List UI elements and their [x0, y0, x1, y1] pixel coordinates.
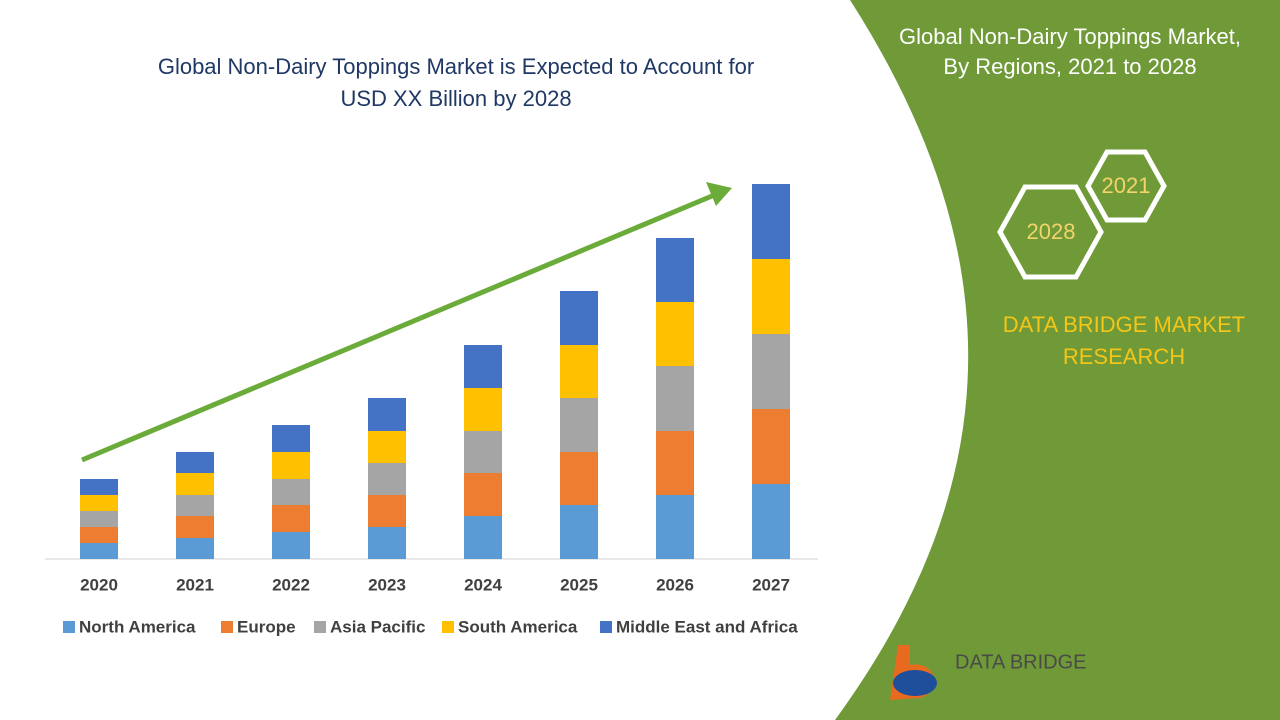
legend-label: Asia Pacific [330, 617, 425, 636]
legend-label: Middle East and Africa [616, 617, 798, 636]
x-tick-label: 2025 [560, 575, 598, 594]
bar-segment [368, 495, 406, 527]
bar-segment [560, 398, 598, 452]
legend-swatch [442, 621, 454, 633]
legend-swatch [600, 621, 612, 633]
legend-swatch [221, 621, 233, 633]
bar-segment [176, 495, 214, 516]
bar-segment [272, 425, 310, 452]
bar-segment [464, 473, 502, 516]
bar-segment [656, 238, 694, 302]
bar-segment [80, 543, 118, 559]
x-tick-label: 2022 [272, 575, 310, 594]
trend-arrow [81, 193, 713, 463]
bar-segment [656, 431, 694, 495]
hexagon-label: 2028 [1027, 219, 1076, 244]
legend-swatch [63, 621, 75, 633]
bar-segment [80, 495, 118, 511]
bar-segment [560, 452, 598, 505]
panel-title: By Regions, 2021 to 2028 [943, 54, 1196, 79]
bar-segment [752, 334, 790, 409]
bar-segment [272, 532, 310, 559]
hexagon-label: 2021 [1102, 173, 1151, 198]
logo-icon [893, 670, 937, 696]
hexagon [997, 184, 1104, 280]
bar-segment [176, 516, 214, 538]
bar-segment [464, 516, 502, 559]
x-tick-label: 2021 [176, 575, 214, 594]
chart-title: USD XX Billion by 2028 [340, 86, 571, 111]
bar-segment [80, 527, 118, 543]
bar-segment [464, 388, 502, 431]
logo-text: DATA BRIDGE [955, 651, 1087, 673]
legend-label: South America [458, 617, 578, 636]
bar-segment [560, 505, 598, 559]
bar-segment [656, 366, 694, 431]
bar-segment [272, 479, 310, 505]
x-tick-label: 2023 [368, 575, 406, 594]
bar-segment [752, 184, 790, 259]
x-tick-label: 2020 [80, 575, 118, 594]
bar-segment [368, 398, 406, 431]
bar-segment [80, 479, 118, 495]
legend-swatch [314, 621, 326, 633]
x-tick-label: 2024 [464, 575, 502, 594]
bar-segment [176, 473, 214, 495]
bar-segment [176, 452, 214, 473]
bar-segment [80, 511, 118, 527]
bar-segment [560, 291, 598, 345]
panel-title: Global Non-Dairy Toppings Market, [899, 24, 1241, 49]
bar-segment [752, 409, 790, 484]
arrow-head [706, 182, 732, 206]
bar-segment [752, 259, 790, 334]
brand-text: RESEARCH [1063, 344, 1185, 369]
bar-segment [464, 431, 502, 473]
legend-label: North America [79, 617, 196, 636]
legend-label: Europe [237, 617, 296, 636]
x-tick-label: 2026 [656, 575, 694, 594]
x-tick-label: 2027 [752, 575, 790, 594]
bar-segment [368, 463, 406, 495]
bar-segment [560, 345, 598, 398]
side-panel [835, 0, 1280, 720]
bar-segment [656, 302, 694, 366]
bar-segment [752, 484, 790, 559]
chart-title: Global Non-Dairy Toppings Market is Expe… [158, 54, 754, 79]
bar-segment [272, 505, 310, 532]
bar-segment [656, 495, 694, 559]
bar-segment [368, 527, 406, 559]
brand-text: DATA BRIDGE MARKET [1003, 312, 1245, 337]
bar-segment [176, 538, 214, 559]
bar-segment [368, 431, 406, 463]
hexagon [1085, 149, 1167, 223]
bar-segment [464, 345, 502, 388]
bar-segment [272, 452, 310, 479]
